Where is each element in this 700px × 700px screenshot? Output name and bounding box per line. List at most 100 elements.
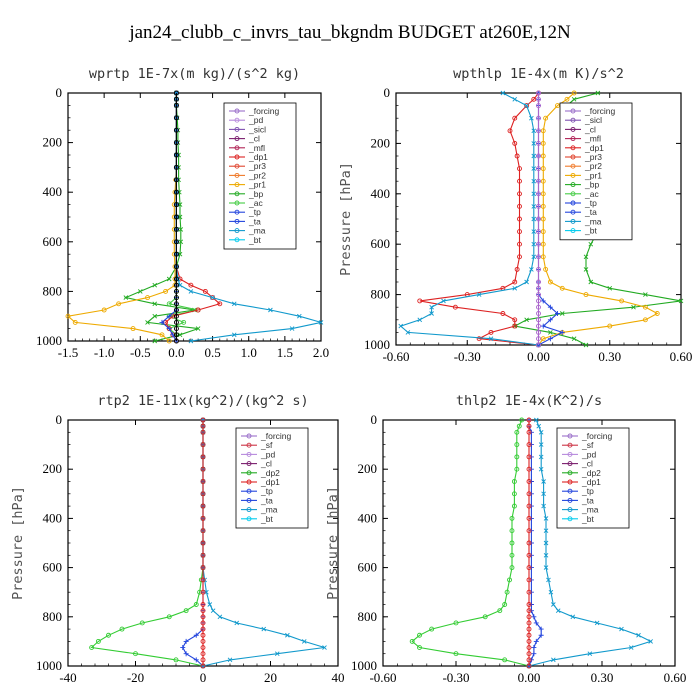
- data-point: [200, 577, 206, 583]
- y-tick-label: 200: [371, 135, 391, 150]
- data-point: [526, 589, 532, 595]
- data-point: [540, 128, 546, 134]
- data-point: [200, 528, 206, 534]
- legend-label: _ma: [260, 505, 278, 515]
- legend-marker: [234, 126, 240, 132]
- legend-marker: [570, 191, 576, 197]
- data-point: [526, 429, 532, 435]
- legend-marker: [570, 182, 576, 188]
- data-point: [227, 657, 233, 663]
- legend-label: _dp1: [584, 143, 604, 153]
- data-point: [512, 285, 518, 291]
- data-point: [526, 620, 532, 626]
- data-point: [547, 279, 553, 285]
- data-point: [547, 304, 553, 310]
- legend-marker: [234, 228, 240, 234]
- x-tick-label: 2.0: [313, 345, 329, 360]
- data-point: [536, 241, 541, 247]
- data-point: [202, 288, 208, 294]
- y-tick-label: 800: [43, 283, 63, 298]
- data-point: [89, 645, 95, 650]
- data-point: [173, 313, 179, 319]
- data-point: [195, 307, 201, 313]
- data-point: [65, 313, 71, 319]
- data-point: [200, 589, 206, 595]
- data-point: [531, 128, 537, 134]
- legend-marker: [246, 442, 252, 448]
- legend-marker: [246, 479, 252, 485]
- data-point: [152, 282, 158, 288]
- data-point: [526, 442, 532, 448]
- legend-label: _cl: [581, 459, 593, 469]
- data-point: [517, 191, 522, 197]
- data-point: [173, 251, 179, 257]
- x-tick-label: 1.5: [277, 345, 293, 360]
- y-tick-label: 600: [43, 234, 63, 249]
- legend-marker: [570, 126, 576, 132]
- legend: _forcing_pd_sicl_cl_mfl_dp1_pr3_pr2_pr1_…: [223, 102, 297, 250]
- data-point: [101, 307, 107, 313]
- data-point: [173, 326, 179, 332]
- legend-label: _forcing: [248, 106, 280, 116]
- data-point: [571, 90, 577, 96]
- panel-title: wprtp 1E-7x(m kg)/(s^2 kg): [89, 66, 300, 82]
- data-point: [517, 216, 522, 222]
- data-point: [559, 329, 565, 335]
- data-point: [595, 90, 601, 96]
- x-tick-label: -40: [59, 670, 76, 685]
- data-point: [217, 614, 223, 620]
- data-point: [531, 216, 537, 222]
- data-point: [583, 254, 589, 260]
- legend-marker: [234, 108, 240, 114]
- data-point: [536, 96, 541, 102]
- legend-label: _pr3: [584, 152, 602, 162]
- data-point: [441, 298, 446, 304]
- data-point: [555, 103, 560, 109]
- data-point: [531, 178, 537, 184]
- data-point: [524, 279, 529, 285]
- data-point: [200, 466, 206, 472]
- data-point: [536, 423, 542, 429]
- y-tick-label: 600: [371, 236, 391, 251]
- data-point: [119, 626, 125, 632]
- legend-label: _pd: [260, 449, 275, 459]
- data-point: [200, 638, 206, 644]
- data-point: [405, 330, 411, 335]
- data-point: [536, 298, 541, 304]
- legend-marker: [234, 163, 240, 169]
- data-point: [540, 191, 546, 197]
- data-point: [502, 657, 508, 663]
- data-point: [543, 266, 549, 272]
- data-point: [511, 479, 517, 484]
- data-point: [540, 153, 546, 159]
- data-point: [417, 317, 423, 323]
- x-tick-label: -20: [127, 670, 144, 685]
- data-point: [536, 166, 541, 172]
- x-tick-label: 40: [332, 670, 345, 685]
- data-point: [180, 645, 186, 651]
- legend-marker: [234, 117, 240, 123]
- data-point: [200, 540, 206, 546]
- data-point: [502, 602, 508, 607]
- data-point: [619, 626, 624, 632]
- x-tick-label: 0.60: [664, 670, 687, 685]
- legend-marker: [234, 200, 240, 206]
- data-point: [524, 103, 529, 108]
- legend-marker: [570, 200, 576, 206]
- data-point: [631, 304, 636, 310]
- y-tick-label: 400: [358, 510, 378, 525]
- data-point: [178, 239, 184, 245]
- data-point: [173, 102, 179, 108]
- data-point: [533, 638, 539, 644]
- data-point: [517, 203, 522, 209]
- y-tick-label: 0: [384, 85, 391, 100]
- y-tick-label: 400: [371, 186, 391, 201]
- data-point: [137, 289, 143, 294]
- legend-label: _dp2: [581, 468, 601, 478]
- y-tick-label: 200: [358, 461, 378, 476]
- data-point: [130, 326, 136, 332]
- data-point: [526, 626, 532, 632]
- data-point: [183, 608, 189, 614]
- data-point: [95, 638, 101, 644]
- legend-marker: [246, 488, 252, 494]
